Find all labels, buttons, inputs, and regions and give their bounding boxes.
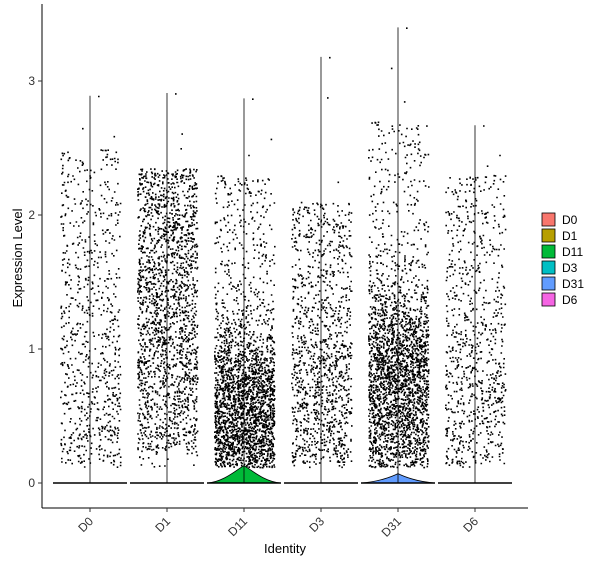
x-ticks: D0 D1 D11 D3 D31 D6	[75, 508, 481, 540]
legend: D0 D1 D11 D3 D31 D6	[541, 212, 584, 307]
legend-label: D1	[562, 229, 578, 243]
violin-D3	[284, 56, 358, 484]
x-tick-label: D31	[379, 514, 405, 540]
cell-points	[60, 27, 507, 469]
legend-key	[541, 276, 556, 291]
legend-label: D3	[562, 261, 578, 275]
axes-layer	[41, 4, 528, 509]
y-tick-label: 3	[28, 74, 35, 88]
y-tick-label: 2	[28, 208, 35, 222]
legend-label: D0	[562, 213, 578, 227]
legend-key	[541, 212, 556, 227]
violin-D0	[53, 95, 127, 484]
legend-label: D31	[562, 277, 584, 291]
x-axis-title: Identity	[264, 541, 306, 556]
legend-label: D6	[562, 293, 578, 307]
violins-layer	[53, 27, 512, 484]
x-tick-label: D0	[75, 514, 96, 535]
legend-key	[541, 292, 556, 307]
legend-key	[541, 244, 556, 259]
x-tick-label: D3	[306, 514, 327, 535]
legend-label: D11	[562, 245, 583, 259]
y-tick-label: 1	[28, 342, 35, 356]
y-axis-title: Expression Level	[10, 208, 25, 307]
violin-D1	[130, 93, 204, 484]
y-ticks: 0 1 2 3	[28, 74, 42, 490]
violin-D11	[206, 98, 282, 484]
legend-key	[541, 228, 556, 243]
violin-D6	[438, 125, 512, 484]
x-tick-label: D11	[225, 514, 250, 539]
points-layer	[60, 27, 507, 469]
legend-key	[541, 260, 556, 275]
violin-D31	[360, 27, 436, 484]
y-tick-label: 0	[28, 476, 35, 490]
x-tick-label: D6	[460, 514, 481, 535]
x-tick-label: D1	[152, 514, 173, 535]
